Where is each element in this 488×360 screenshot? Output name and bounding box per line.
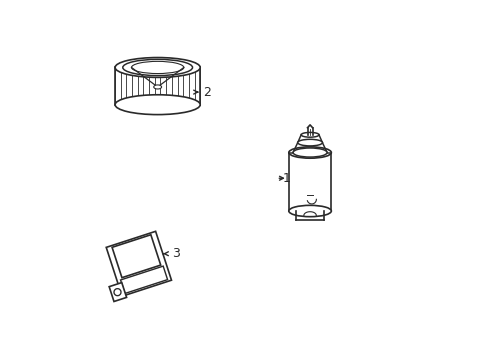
Polygon shape: [121, 266, 167, 293]
Polygon shape: [288, 153, 331, 211]
Text: 1: 1: [282, 172, 290, 185]
Ellipse shape: [297, 139, 322, 146]
Polygon shape: [109, 283, 126, 302]
Ellipse shape: [288, 147, 331, 158]
Text: 3: 3: [172, 247, 180, 260]
Ellipse shape: [115, 95, 200, 114]
Ellipse shape: [115, 58, 200, 77]
Polygon shape: [106, 231, 171, 296]
Ellipse shape: [301, 132, 318, 137]
Ellipse shape: [122, 59, 192, 76]
Polygon shape: [112, 235, 161, 278]
Text: 2: 2: [203, 86, 210, 99]
Ellipse shape: [288, 205, 331, 217]
Ellipse shape: [114, 289, 121, 296]
Ellipse shape: [292, 148, 326, 157]
Ellipse shape: [131, 61, 183, 73]
Polygon shape: [115, 67, 200, 105]
Ellipse shape: [153, 85, 161, 89]
